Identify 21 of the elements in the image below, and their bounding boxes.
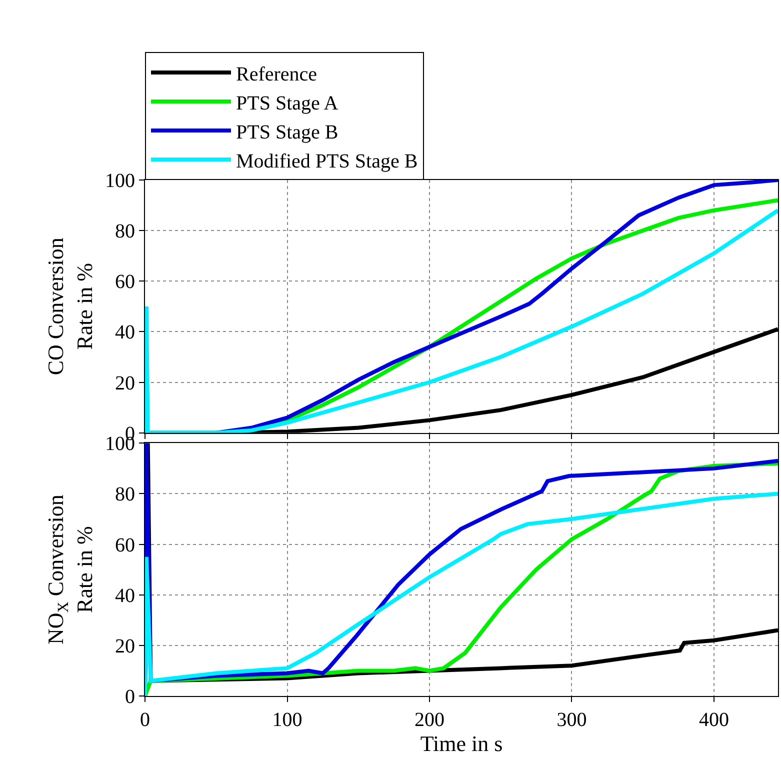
- x-tick-label: 0: [140, 709, 150, 731]
- y-tick-label: 0: [125, 686, 135, 708]
- y-tick-label: 40: [115, 322, 135, 344]
- legend-label: Modified PTS Stage B: [236, 150, 418, 172]
- y-axis-title: CO Conversion Rate in %: [43, 238, 97, 376]
- x-axis-title: Time in s: [420, 731, 503, 756]
- y-tick-label: 80: [115, 220, 135, 243]
- legend-label: PTS Stage B: [236, 121, 338, 144]
- legend-label: PTS Stage A: [236, 92, 339, 114]
- x-tick-label: 100: [272, 709, 302, 731]
- y-tick-label: 20: [115, 635, 135, 658]
- y-tick-label: 100: [105, 170, 135, 192]
- y-tick-label: 40: [115, 584, 135, 607]
- y-tick-label: 80: [115, 484, 135, 506]
- y-tick-label: 60: [115, 271, 135, 294]
- legend-label: Reference: [236, 63, 318, 86]
- x-tick-label: 300: [556, 709, 587, 731]
- y-tick-label: 60: [115, 534, 135, 556]
- x-tick-label: 200: [414, 709, 444, 731]
- x-tick-label: 400: [698, 709, 729, 731]
- y-tick-label: 20: [115, 372, 135, 394]
